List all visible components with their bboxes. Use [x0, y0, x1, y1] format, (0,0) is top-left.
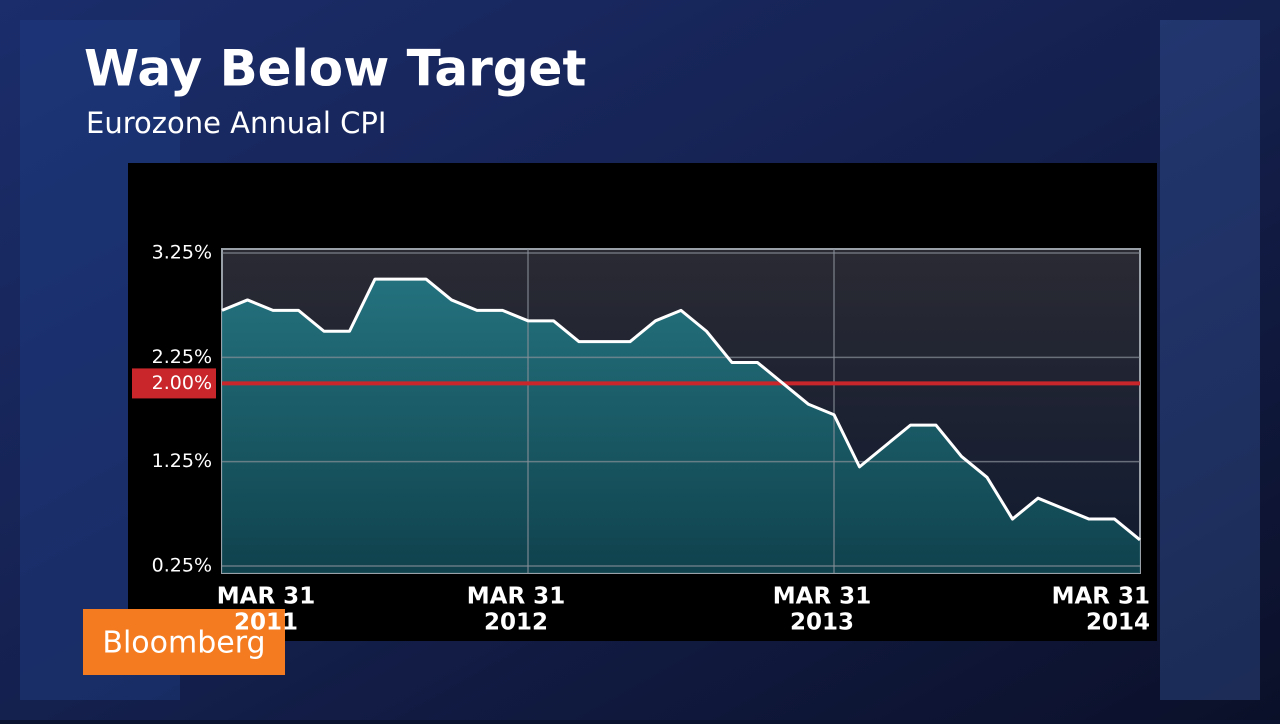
- y-tick-label: 0.25%: [152, 555, 212, 577]
- x-tick-label: 2013: [790, 610, 854, 636]
- x-tick-label: MAR 31: [217, 584, 315, 610]
- building: [1160, 20, 1260, 700]
- logo-box: [83, 609, 285, 675]
- line: [221, 277, 1141, 542]
- x-tick-label: 2014: [1086, 610, 1150, 636]
- x-tick-label: MAR 31: [1052, 584, 1150, 610]
- area: [222, 279, 1140, 573]
- x-tick-label: MAR 31: [467, 584, 565, 610]
- y-tick-label: 3.25%: [152, 242, 212, 264]
- subtitle: Eurozone Annual CPI: [86, 106, 386, 140]
- target-label: 2.00%: [152, 372, 212, 394]
- y-tick-label: 1.25%: [152, 450, 212, 472]
- y-tick-label: 2.25%: [152, 346, 212, 368]
- target-label-box: [132, 368, 216, 399]
- x-tick-label: MAR 31: [773, 584, 871, 610]
- title: Way Below Target: [84, 40, 586, 98]
- x-tick-label: 2012: [484, 610, 548, 636]
- x-tick-label: 2011: [234, 610, 298, 636]
- logo: Bloomberg: [102, 626, 265, 661]
